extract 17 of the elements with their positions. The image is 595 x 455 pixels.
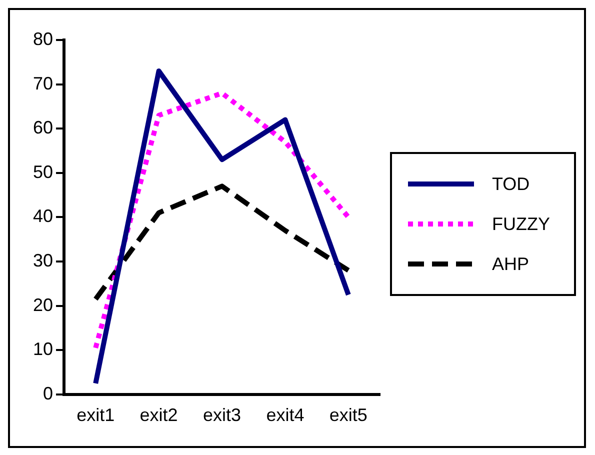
- x-tick-label: exit5: [329, 405, 368, 426]
- x-tick-label: exit1: [76, 405, 115, 426]
- y-tick-label: 30: [32, 250, 54, 270]
- y-tick-label: 0: [43, 383, 54, 404]
- legend-label: FUZZY: [492, 214, 550, 234]
- x-tick-label: exit2: [140, 405, 178, 426]
- legend-label: TOD: [492, 174, 530, 194]
- y-tick-label: 20: [32, 294, 54, 315]
- y-tick-label: 50: [32, 162, 54, 182]
- y-tick-label: 80: [32, 28, 54, 49]
- y-tick-label: 10: [32, 339, 54, 360]
- legend-label: AHP: [492, 254, 530, 274]
- x-tick-label: exit4: [266, 405, 304, 426]
- y-tick-label: 60: [32, 118, 54, 138]
- y-tick-label: 70: [32, 73, 54, 94]
- y-tick-label: 40: [32, 206, 54, 226]
- x-tick-label: exit3: [202, 405, 242, 426]
